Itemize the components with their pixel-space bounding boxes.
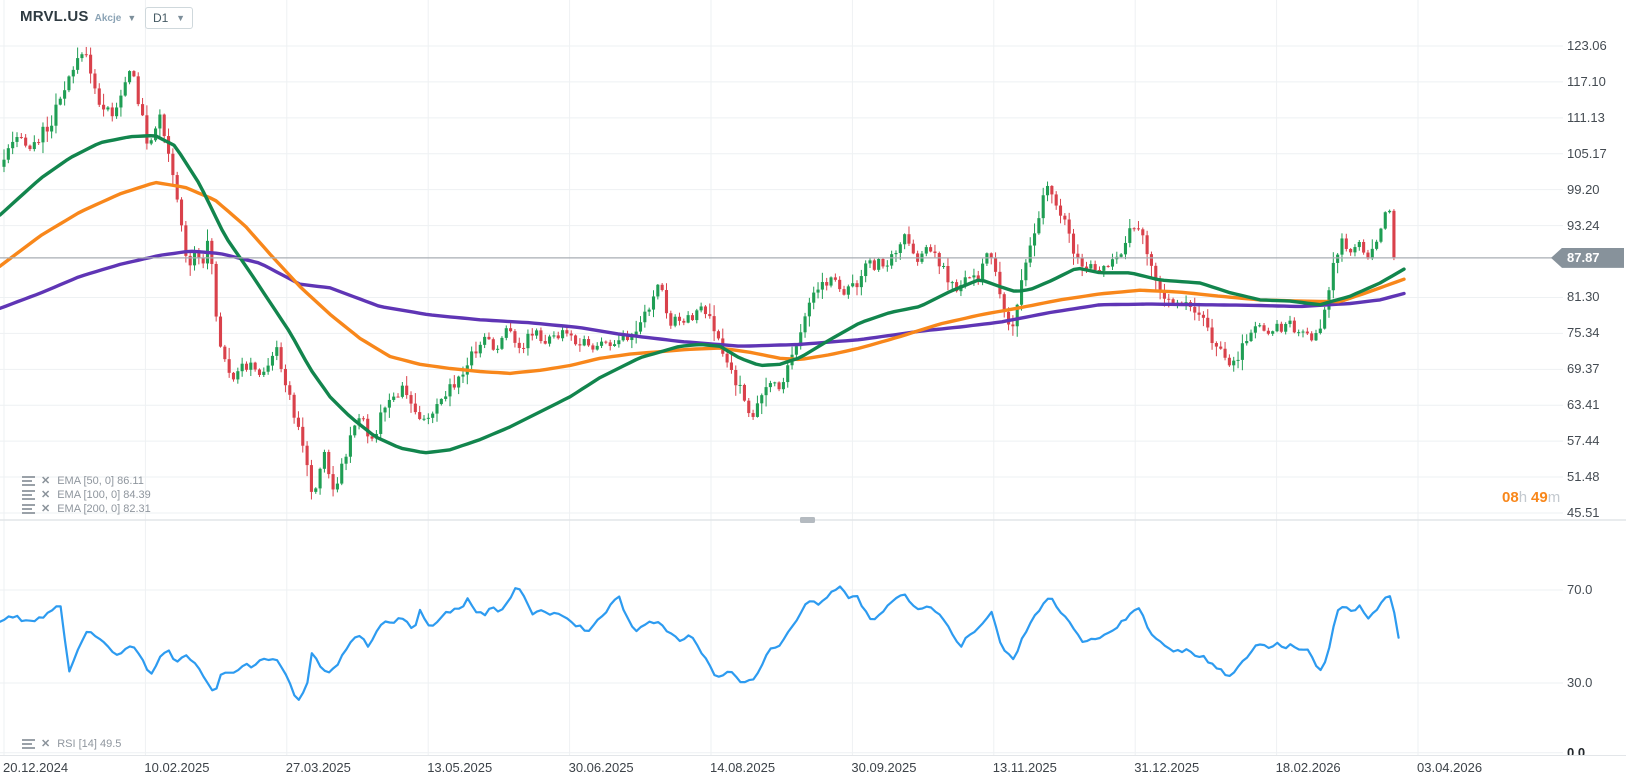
indicator-settings-icon[interactable] (22, 504, 35, 514)
price-axis-label: 111.13 (1567, 109, 1605, 125)
price-axis-label: 105.17 (1567, 145, 1607, 161)
time-axis-label: 10.02.2025 (144, 760, 210, 775)
price-axis-label: 51.48 (1567, 469, 1600, 485)
price-axis-label: 81.30 (1567, 289, 1600, 305)
instrument-type-label: Akcje (94, 12, 122, 24)
grid-lines (0, 0, 1563, 755)
indicator-remove-icon[interactable]: ✕ (41, 489, 51, 501)
price-axis-label: 93.24 (1567, 217, 1600, 233)
price-axis-label: 63.41 (1567, 397, 1600, 413)
ema200-legend-label: EMA [200, 0] 82.31 (57, 503, 151, 515)
rsi-axis-label: 70.0 (1567, 582, 1593, 597)
current-price-badge: 87.87 (1551, 247, 1624, 268)
countdown-minutes-unit: m (1547, 489, 1561, 506)
timeframe-caret-icon: ▼ (176, 13, 185, 23)
time-axis-label: 03.04.2026 (1417, 760, 1483, 775)
price-axis-label: 117.10 (1567, 73, 1606, 89)
time-axis[interactable]: 20.12.2024 10.02.2025 27.03.2025 13.05.2025… (0, 755, 1626, 779)
instrument-header: MRVL.US Akcje ▼ (20, 8, 136, 25)
time-axis-label: 18.02.2026 (1275, 760, 1341, 775)
ema50-legend-label: EMA [50, 0] 86.11 (57, 475, 144, 487)
countdown-minutes: 49 (1531, 489, 1548, 506)
time-axis-label: 27.03.2025 (285, 760, 351, 775)
indicator-remove-icon[interactable]: ✕ (41, 503, 51, 515)
countdown-hours: 08 (1502, 489, 1519, 506)
price-axis-label: 57.44 (1567, 433, 1600, 449)
time-axis-label: 31.12.2025 (1134, 760, 1200, 775)
time-axis-label: 30.06.2025 (568, 760, 634, 775)
legend-row-ema100: ✕ EMA [100, 0] 84.39 (22, 488, 151, 502)
indicator-remove-icon[interactable]: ✕ (41, 738, 51, 750)
rsi-legend-label: RSI [14] 49.5 (57, 738, 122, 750)
time-axis-label: 30.09.2025 (851, 760, 917, 775)
price-axis-label: 99.20 (1567, 181, 1600, 197)
ema-lines (0, 133, 1406, 455)
timeframe-select[interactable]: D1 ▼ (145, 7, 193, 29)
timeframe-value: D1 (153, 11, 169, 25)
time-axis-label: 13.05.2025 (427, 760, 493, 775)
chart-canvas[interactable] (0, 0, 1626, 755)
legend-row-rsi: ✕ RSI [14] 49.5 (22, 737, 121, 751)
price-axis-label: 69.37 (1567, 361, 1600, 377)
legend-row-ema50: ✕ EMA [50, 0] 86.11 (22, 474, 144, 488)
price-axis-label: 45.51 (1567, 505, 1600, 520)
ema100-legend-label: EMA [100, 0] 84.39 (57, 489, 151, 501)
symbol-name: MRVL.US (20, 8, 89, 25)
legend-row-ema200: ✕ EMA [200, 0] 82.31 (22, 502, 151, 516)
session-countdown: 08h 49m (1502, 489, 1560, 506)
time-axis-label: 13.11.2025 (992, 760, 1057, 775)
time-axis-label: 20.12.2024 (3, 760, 69, 775)
candlestick-series (2, 46, 1396, 500)
indicator-remove-icon[interactable]: ✕ (41, 475, 51, 487)
indicator-settings-icon[interactable] (22, 490, 35, 500)
indicator-settings-icon[interactable] (22, 739, 35, 749)
time-axis-label: 14.08.2025 (710, 760, 776, 775)
rsi-line (0, 585, 1400, 701)
price-axis-label: 123.06 (1567, 38, 1607, 53)
countdown-hours-unit: h (1518, 489, 1528, 506)
symbol-dropdown-caret-icon[interactable]: ▼ (127, 12, 137, 23)
indicator-settings-icon[interactable] (22, 476, 35, 486)
price-axis-label: 75.34 (1567, 325, 1600, 341)
rsi-axis-label: 30.0 (1567, 675, 1593, 690)
panel-resize-handle[interactable] (800, 517, 815, 523)
